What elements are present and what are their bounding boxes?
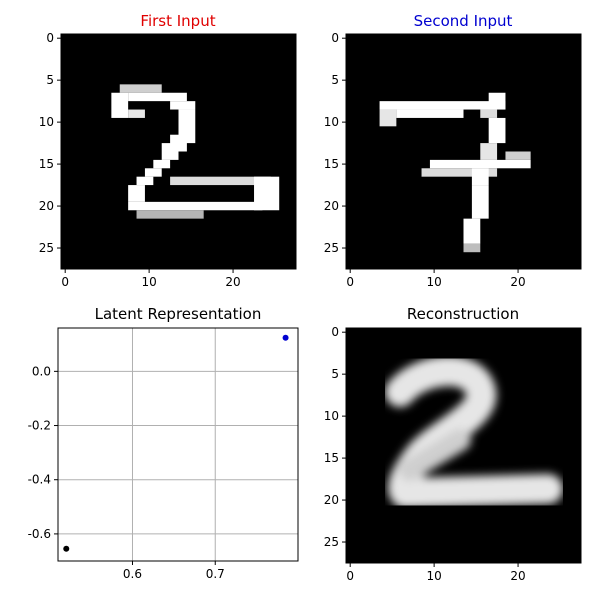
first-input-frame [60, 33, 297, 270]
y-tick-label: 0.0 [32, 364, 51, 378]
pixel-cell [119, 84, 162, 93]
y-tick-label: 15 [324, 157, 339, 171]
pixel-cell [111, 92, 129, 118]
y-tick-label: -0.4 [28, 473, 51, 487]
x-tick-label: 0 [346, 275, 354, 289]
pixel-cell [128, 185, 145, 202]
latent-title: Latent Representation [95, 305, 262, 323]
y-tick-label: 0 [331, 31, 339, 45]
latent-grid [58, 328, 298, 561]
first-input-panel: First Input 0 10 20 0 5 10 15 20 25 [39, 12, 297, 289]
pixel-cell [254, 176, 280, 211]
y-tick-label: -0.2 [28, 419, 51, 433]
y-tick-label: 5 [331, 73, 339, 87]
y-tick-label: -0.6 [28, 527, 51, 541]
reconstruction-title: Reconstruction [407, 305, 519, 323]
latent-axes [58, 328, 298, 561]
pixel-cell [379, 109, 397, 127]
pixel-cell [463, 243, 481, 253]
pixel-cell [379, 101, 506, 110]
y-tick-label: 5 [331, 367, 339, 381]
latent-point [282, 334, 289, 341]
y-tick-label: 10 [324, 115, 339, 129]
latent-frame [57, 327, 299, 562]
latent-point [63, 545, 70, 552]
latent-points [63, 334, 289, 552]
pixel-cell [488, 92, 506, 110]
first-input-ticks: 0 10 20 0 5 10 15 20 25 [39, 31, 241, 289]
reconstruction-frame [345, 327, 582, 564]
pixel-cell [463, 218, 481, 244]
first-input-title: First Input [140, 12, 215, 30]
y-tick-label: 15 [324, 451, 339, 465]
y-tick-label: 0 [331, 325, 339, 339]
x-tick-label: 10 [141, 275, 156, 289]
reconstruction-blur [385, 356, 563, 508]
pixel-cell [480, 109, 498, 118]
pixel-cell [144, 168, 162, 177]
x-tick-label: 0 [61, 275, 69, 289]
second-input-panel: Second Input 0 10 20 0 5 10 15 20 25 [324, 12, 582, 289]
x-tick-label: 0.7 [206, 567, 225, 581]
latent-ticks: 0.6 0.7 0.0 -0.2 -0.4 -0.6 [28, 364, 225, 581]
pixel-cell [488, 117, 506, 144]
pixel-cell [128, 201, 263, 211]
pixel-cell [396, 109, 464, 118]
pixel-cell [128, 92, 187, 102]
digit-two-strokes [111, 84, 280, 219]
x-tick-label: 20 [510, 569, 525, 583]
y-tick-label: 25 [324, 241, 339, 255]
pixel-cell [170, 176, 271, 186]
y-tick-label: 25 [324, 535, 339, 549]
y-tick-label: 5 [46, 73, 54, 87]
pixel-cell [480, 143, 498, 160]
pixel-cell [161, 143, 179, 160]
pixel-cell [505, 151, 531, 160]
x-tick-label: 0 [346, 569, 354, 583]
y-tick-label: 20 [324, 199, 339, 213]
latent-panel: Latent Representation 0.6 0.7 0.0 -0.2 -0.4 -… [28, 305, 299, 581]
y-tick-label: 15 [39, 157, 54, 171]
pixel-cell [429, 159, 531, 169]
x-tick-label: 10 [426, 275, 441, 289]
y-tick-label: 20 [324, 493, 339, 507]
second-input-ticks: 0 10 20 0 5 10 15 20 25 [324, 31, 526, 289]
y-tick-label: 0 [46, 31, 54, 45]
y-tick-label: 25 [39, 241, 54, 255]
pixel-cell [471, 168, 489, 186]
y-tick-label: 20 [39, 199, 54, 213]
x-tick-label: 20 [510, 275, 525, 289]
digit-seven-strokes [379, 92, 531, 253]
pixel-cell [471, 185, 489, 219]
y-tick-label: 10 [324, 409, 339, 423]
reconstruction-ticks: 0 10 20 0 5 10 15 20 25 [324, 325, 526, 583]
x-tick-label: 0.6 [123, 567, 142, 581]
reconstruction-panel: Reconstruction 0 10 20 0 5 10 15 20 25 [324, 305, 582, 583]
y-tick-label: 10 [39, 115, 54, 129]
pixel-cell [170, 101, 196, 110]
pixel-cell [421, 168, 498, 177]
pixel-cell [128, 109, 145, 118]
second-input-title: Second Input [414, 12, 513, 30]
x-tick-label: 20 [225, 275, 240, 289]
pixel-cell [136, 210, 204, 219]
pixel-cell [136, 176, 154, 186]
second-input-frame [345, 33, 582, 270]
x-tick-label: 10 [426, 569, 441, 583]
pixel-cell [153, 159, 171, 169]
